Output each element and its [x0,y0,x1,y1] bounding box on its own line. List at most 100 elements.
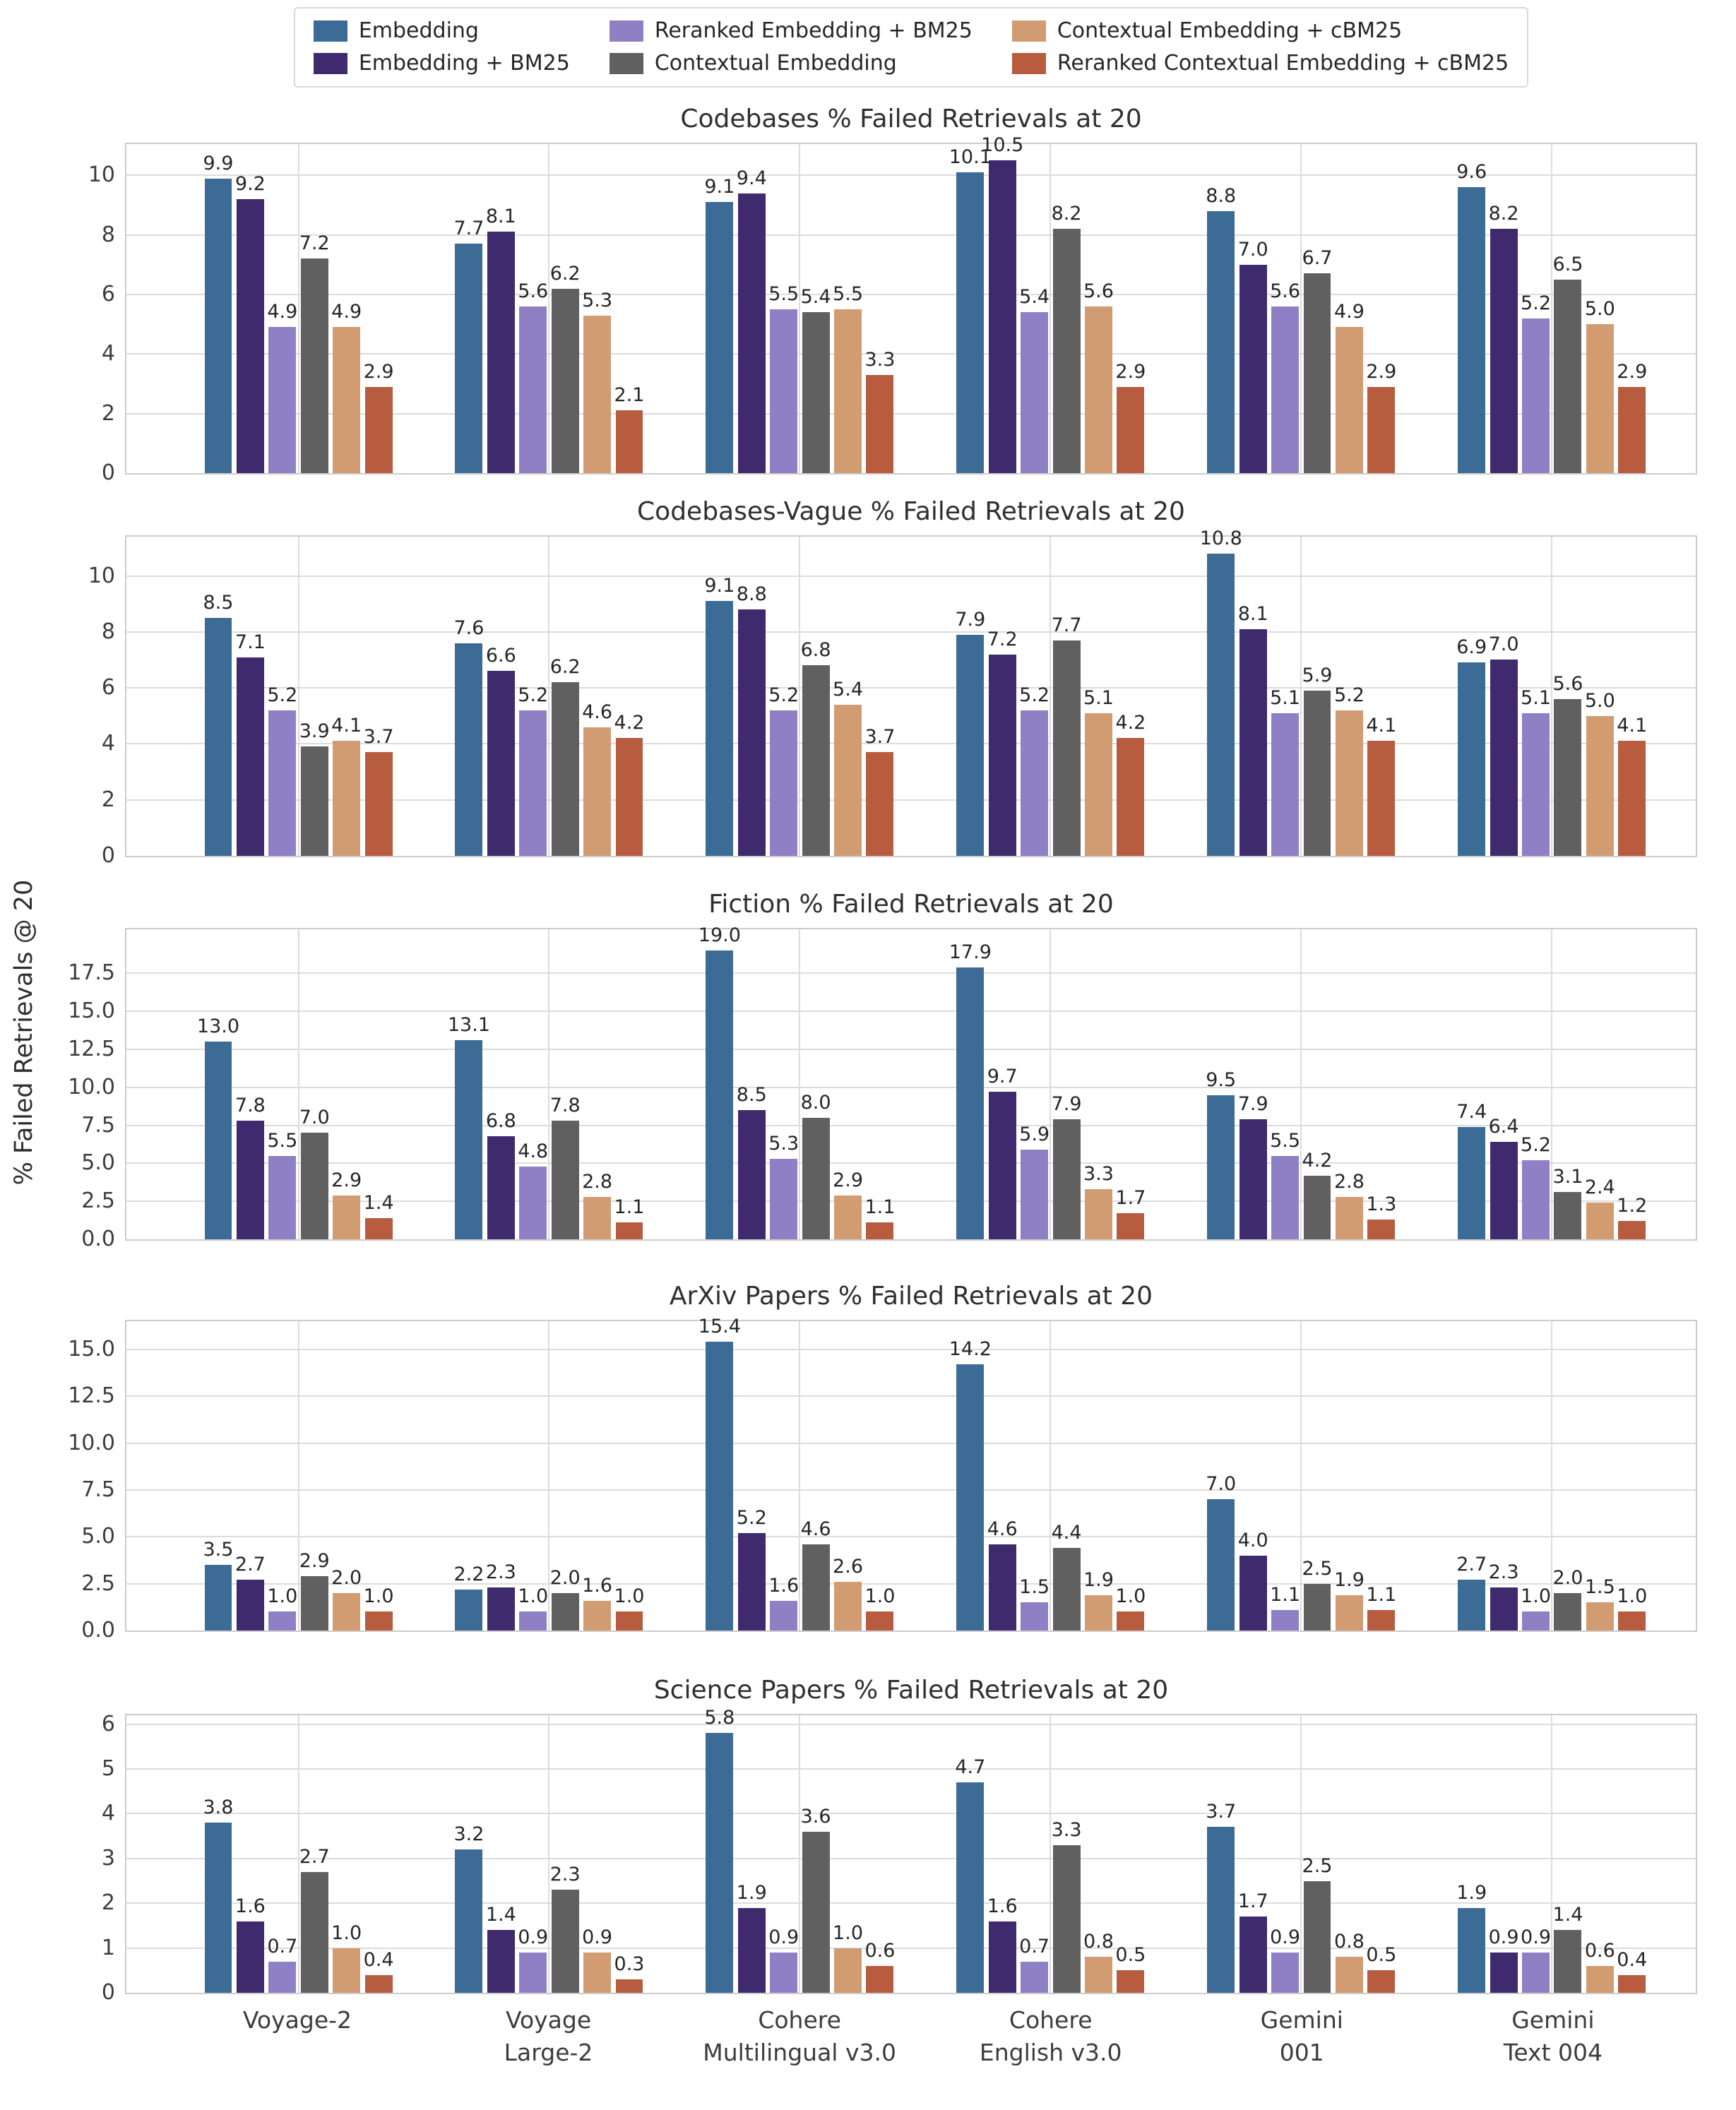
bar-contextual-embedding-cohere-multilingual-v3-0 [802,1544,830,1631]
bar-reranked-embedding-bm25-voyage-2 [268,327,297,473]
gridline-h [126,353,1696,355]
gridline-v [1551,1321,1553,1631]
bar-value-label: 0.9 [1488,1926,1519,1948]
bar-value-label: 4.1 [1366,715,1397,737]
gridline-h [126,234,1696,236]
bar-value-label: 5.4 [800,286,831,309]
bar-reranked-embedding-bm25-cohere-english-v3-0 [1021,312,1049,473]
bar-value-label: 0.9 [768,1926,799,1948]
panel-title: Codebases-Vague % Failed Retrievals at 2… [637,497,1185,526]
bar-value-label: 0.7 [1019,1935,1050,1957]
bar-contextual-embedding-cbm25-gemini-text-004 [1586,324,1614,473]
bar-contextual-embedding-cohere-english-v3-0 [1052,640,1081,856]
y-tick-label: 10 [88,162,115,188]
bar-value-label: 7.9 [1051,1093,1082,1115]
bar-value-label: 3.6 [800,1805,831,1828]
bar-value-label: 0.8 [1083,1931,1114,1953]
bar-embedding-bm25-cohere-multilingual-v3-0 [737,609,766,856]
gridline-h [126,575,1696,577]
bar-contextual-embedding-cohere-english-v3-0 [1052,1119,1081,1239]
bar-value-label: 4.8 [518,1140,549,1162]
bar-contextual-embedding-cohere-multilingual-v3-0 [802,1117,830,1239]
bar-value-label: 7.0 [1488,633,1519,656]
bar-reranked-contextual-embedding-cbm25-gemini-text-004 [1618,1611,1646,1631]
legend-label: Embedding [358,18,479,43]
bar-value-label: 5.9 [1019,1123,1050,1146]
legend-swatch-icon [313,53,347,74]
bar-contextual-embedding-cohere-english-v3-0 [1052,1844,1081,1993]
bar-value-label: 5.6 [1270,280,1301,302]
y-tick-label: 2 [101,1890,115,1916]
bar-value-label: 8.5 [203,591,234,614]
bar-value-label: 1.0 [331,1921,362,1944]
bar-value-label: 0.3 [614,1953,645,1975]
bar-reranked-embedding-bm25-gemini-001 [1271,1155,1300,1239]
bar-embedding-bm25-voyage-large-2 [487,232,515,473]
bar-value-label: 10.1 [949,146,992,169]
bar-contextual-embedding-cbm25-gemini-text-004 [1586,1203,1614,1239]
bar-value-label: 2.9 [833,1169,864,1191]
gridline-v [548,144,550,473]
bar-value-label: 2.1 [614,384,645,407]
bar-contextual-embedding-cohere-english-v3-0 [1052,1548,1081,1631]
bar-embedding-bm25-voyage-2 [236,199,264,473]
bar-embedding-bm25-gemini-text-004 [1490,1952,1518,1993]
bar-reranked-embedding-bm25-cohere-multilingual-v3-0 [770,1158,798,1239]
bar-contextual-embedding-cbm25-gemini-text-004 [1586,1602,1614,1631]
plot-area: 0.0 2.5 5.0 7.5 10.0 12.5 15.0 17.5 13.0 13.1 19.0… [68,925,1697,1250]
bar-value-label: 4.6 [987,1518,1018,1540]
bar-value-label: 2.0 [331,1566,362,1589]
bar-value-label: 5.3 [768,1132,799,1155]
bar-value-label: 5.0 [1584,298,1615,321]
bar-reranked-contextual-embedding-cbm25-gemini-001 [1367,741,1396,856]
bar-reranked-embedding-bm25-voyage-2 [268,1961,297,1993]
bar-value-label: 0.7 [267,1935,298,1957]
bar-value-label: 1.1 [1270,1583,1301,1606]
bar-contextual-embedding-cbm25-voyage-2 [333,741,361,856]
bar-value-label: 2.3 [1488,1561,1519,1583]
bar-value-label: 2.5 [1302,1557,1333,1580]
y-tick-label: 4 [101,1801,115,1826]
bar-embedding-voyage-2 [204,1042,232,1239]
bar-value-label: 2.2 [453,1563,484,1585]
bar-embedding-bm25-cohere-multilingual-v3-0 [737,193,766,473]
bar-value-label: 5.5 [1270,1129,1301,1152]
bar-reranked-contextual-embedding-cbm25-gemini-text-004 [1618,1221,1646,1239]
gridline-h [126,174,1696,177]
bar-reranked-contextual-embedding-cbm25-voyage-large-2 [615,1611,643,1631]
y-tick-label: 5.0 [81,1150,115,1176]
gridline-h [126,1489,1696,1491]
bar-value-label: 4.2 [614,712,645,734]
bar-value-label: 4.0 [1237,1529,1268,1551]
bar-value-label: 1.0 [864,1585,896,1608]
bar-contextual-embedding-cbm25-cohere-english-v3-0 [1085,1957,1112,1993]
bar-embedding-voyage-2 [204,617,232,856]
gridline-v [1300,144,1302,473]
bar-reranked-embedding-bm25-gemini-text-004 [1522,1952,1550,1993]
bar-reranked-contextual-embedding-cbm25-cohere-english-v3-0 [1117,1611,1145,1631]
bar-contextual-embedding-cbm25-voyage-2 [333,1948,361,1993]
gridline-v [1551,144,1553,473]
bar-value-label: 7.0 [299,1107,330,1129]
bar-value-label: 1.0 [614,1585,645,1608]
bar-reranked-embedding-bm25-voyage-large-2 [519,1952,547,1993]
y-tick-label: 3 [101,1845,115,1871]
bar-value-label: 6.8 [485,1109,516,1132]
bar-value-label: 5.1 [1270,686,1301,709]
y-tick-label: 7.5 [81,1477,115,1502]
y-tick-label: 1 [101,1935,115,1960]
gridline-v [1050,1715,1052,1993]
bar-contextual-embedding-gemini-text-004 [1554,698,1582,856]
bar-embedding-gemini-text-004 [1458,187,1486,473]
bar-value-label: 13.1 [447,1014,490,1037]
y-tick-label: 2 [101,787,115,812]
bar-contextual-embedding-cbm25-cohere-multilingual-v3-0 [834,1195,862,1239]
bar-contextual-embedding-cbm25-gemini-text-004 [1586,1965,1614,1993]
bar-value-label: 2.9 [299,1550,330,1573]
gridline-h [126,1947,1696,1949]
bar-reranked-embedding-bm25-voyage-large-2 [519,1166,547,1239]
bar-value-label: 8.2 [1488,203,1519,225]
bar-embedding-gemini-text-004 [1458,662,1486,856]
gridline-h [126,799,1696,801]
bar-value-label: 0.9 [1521,1926,1552,1948]
